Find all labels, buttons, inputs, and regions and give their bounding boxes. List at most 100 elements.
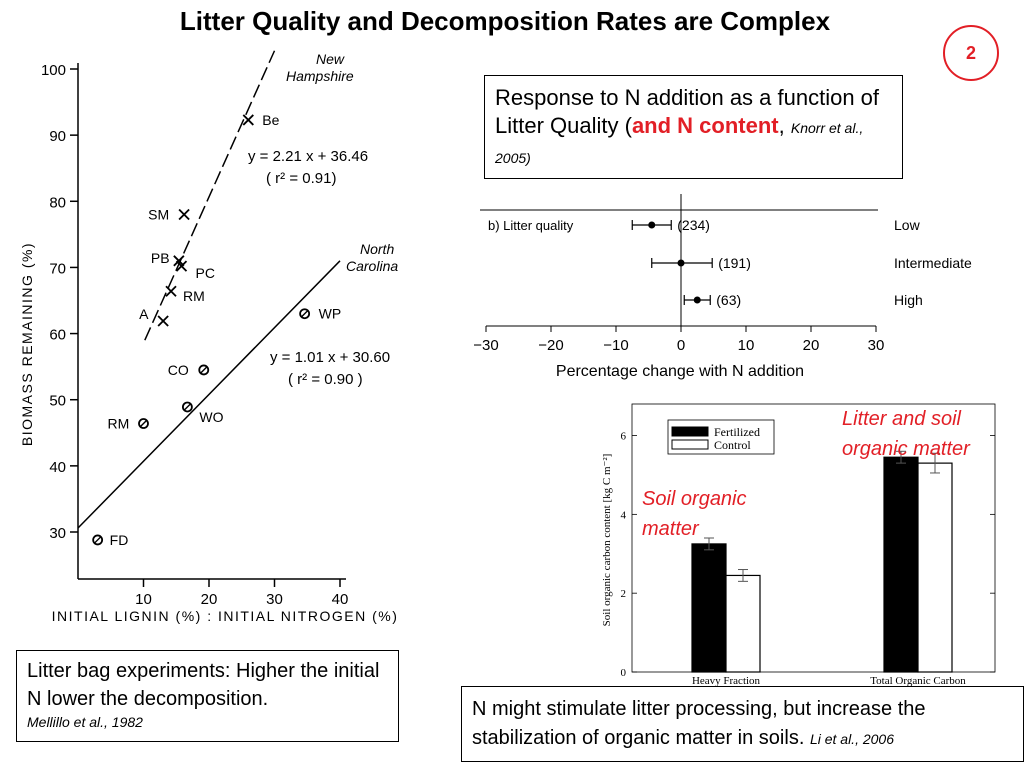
point-label: FD [110,532,129,548]
n-addition-citation: Knorr et al., 2005) [495,120,864,166]
biomass-chart-marks: Be SM PB PC RM A WP CO WO RM FD [77,50,341,548]
forest-plot-row: (63) High [683,292,923,308]
soil-carbon-bar-chart: 0 2 4 6 Heavy Fraction Total Organic Carbon F… [601,403,996,687]
soil-carbon-y-tick-label: 2 [621,588,627,600]
forest-plot-marks: (234) Low (191) Intermediate (63) High [631,217,972,308]
biomass-x-axis-label: INITIAL LIGNIN (%) : INITIAL NITROGEN (%… [52,608,399,624]
point-label: RM [183,288,205,304]
north-carolina-fit-r2: ( r² = 0.90 ) [288,371,363,388]
biomass-y-tick-label: 40 [49,459,66,476]
soil-carbon-category-label: Heavy Fraction [692,675,761,687]
forest-plot-mean-point [693,296,701,304]
n-addition-forest-plot: −30 −20 −10 0 10 20 30 (234) Low (191) Intermedia… [473,194,972,380]
page-number-badge: 2 [943,25,999,81]
legend-label: Fertilized [714,425,760,439]
legend-frame [667,419,775,455]
point-label: PC [195,265,214,281]
soil-carbon-y-axis-label: Soil organic carbon content [kg C m⁻²] [601,454,613,627]
forest-plot-panel-label: b) Litter quality [488,218,574,233]
n-addition-caption-text: Response to N addition as a function of … [495,85,880,138]
forest-plot-x-tick-label: −30 [473,337,498,354]
forest-plot-n-label: (63) [716,292,741,308]
control-bar [725,574,761,673]
biomass-y-tick-label: 90 [49,128,66,145]
forest-plot-n-label: (191) [718,255,751,271]
biomass-y-tick-label: 50 [49,393,66,410]
forest-plot-category-label: Intermediate [894,255,972,271]
litter-bag-caption: Litter bag experiments: Higher the initi… [16,650,399,742]
point-label: A [139,306,149,322]
n-addition-caption: Response to N addition as a function of … [484,75,903,179]
soil-carbon-category-label: Total Organic Carbon [870,675,966,687]
forest-plot-n-label: (234) [677,217,710,233]
forest-plot-category-label: High [894,292,923,308]
north-carolina-series-label: North Carolina [346,241,398,274]
forest-plot-mean-point [648,221,656,229]
forest-plot-row: (191) Intermediate [651,255,972,271]
point-label: SM [148,207,169,223]
soil-carbon-plot-frame [631,403,996,673]
biomass-x-tick-label: 20 [201,591,218,608]
fertilized-bar [883,456,919,673]
new-hampshire-series-label: New Hampshire [286,51,354,84]
north-carolina-point [92,534,104,546]
forest-plot-row: (234) Low [631,217,921,233]
biomass-scatter-chart: 30 40 50 60 70 80 90 100 10 20 30 40 Be SM PB PC RM A WP C… [19,50,399,624]
legend-swatch [671,439,709,450]
point-label: WO [199,409,223,425]
forest-plot-x-tick-label: −10 [603,337,628,354]
north-carolina-fit-line [77,260,341,529]
new-hampshire-fit-line [144,50,276,341]
biomass-y-tick-label: 100 [41,62,66,79]
new-hampshire-fit-equation: y = 2.21 x + 36.46 [248,148,368,165]
north-carolina-point [299,308,311,320]
point-label: CO [168,362,189,378]
soil-organic-matter-note: Soil organic matter [642,488,747,540]
biomass-x-tick-label: 40 [332,591,349,608]
biomass-x-tick-label: 10 [135,591,152,608]
biomass-y-tick-label: 70 [49,260,66,277]
north-carolina-point [181,401,193,413]
slide-title: Litter Quality and Decomposition Rates a… [179,6,831,36]
point-label: Be [262,112,279,128]
legend-label: Control [714,438,751,452]
biomass-chart-axes: 30 40 50 60 70 80 90 100 10 20 30 40 [41,62,348,608]
soil-carbon-y-tick-label: 4 [621,509,627,521]
forest-plot-mean-point [677,259,685,267]
legend-swatch [671,426,709,437]
li-caption: N might stimulate litter processing, but… [461,686,1024,762]
litter-bag-citation: Mellillo et al., 1982 [27,714,143,730]
forest-plot-x-tick-label: 0 [677,337,685,354]
forest-plot-x-tick-label: 20 [803,337,820,354]
soil-carbon-y-tick-label: 6 [621,431,627,443]
biomass-y-axis-label: BIOMASS REMAINING (%) [19,242,35,446]
forest-plot-category-label: Low [894,217,921,233]
biomass-x-tick-label: 30 [266,591,283,608]
north-carolina-point [138,418,149,429]
control-bar [917,462,953,673]
north-carolina-point [198,364,210,376]
forest-plot-x-tick-label: 30 [868,337,885,354]
forest-plot-axes: −30 −20 −10 0 10 20 30 [473,194,884,354]
new-hampshire-point [175,260,188,272]
fertilized-bar [691,543,727,673]
new-hampshire-point [242,114,254,126]
litter-and-soil-organic-matter-note: Litter and soil organic matter [842,408,970,460]
biomass-y-tick-label: 60 [49,327,66,344]
n-addition-caption-comma: , [778,113,785,138]
biomass-y-tick-label: 30 [49,525,66,542]
point-label: PB [151,250,170,266]
point-label: RM [108,416,130,432]
n-addition-caption-highlight: and N content [631,113,779,138]
new-hampshire-fit-r2: ( r² = 0.91) [266,170,336,187]
new-hampshire-point [178,208,190,221]
biomass-y-tick-label: 80 [49,194,66,211]
forest-plot-x-axis-label: Percentage change with N addition [556,363,804,380]
soil-carbon-y-tick-label: 0 [621,667,627,679]
north-carolina-fit-equation: y = 1.01 x + 30.60 [270,349,390,366]
new-hampshire-point [165,285,177,297]
litter-bag-caption-text: Litter bag experiments: Higher the initi… [27,660,380,710]
soil-carbon-axes: 0 2 4 6 Heavy Fraction Total Organic Carbon [621,403,996,687]
